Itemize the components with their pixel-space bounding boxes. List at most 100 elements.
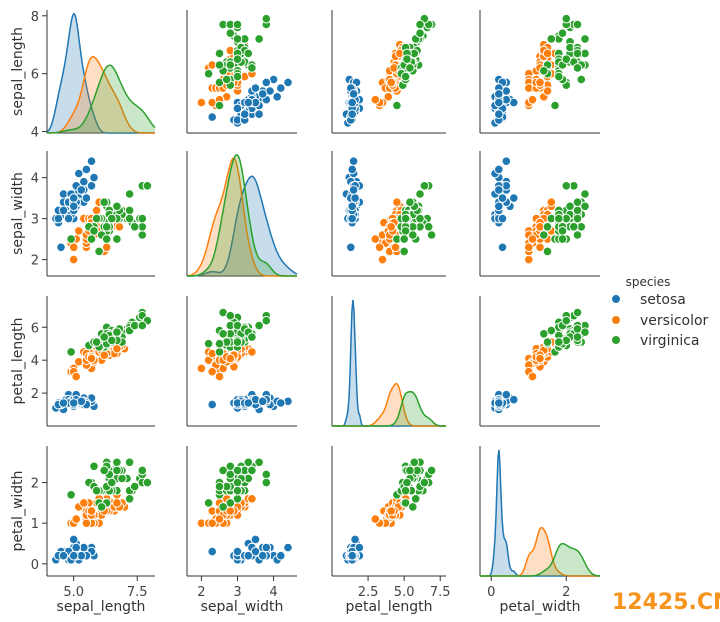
point-virginica <box>107 477 117 488</box>
point-virginica <box>561 315 572 326</box>
point-virginica <box>94 246 104 257</box>
point-virginica <box>214 60 225 70</box>
point-setosa <box>283 542 293 553</box>
point-virginica <box>89 461 99 472</box>
point-virginica <box>225 469 236 480</box>
point-versicolor <box>370 514 381 524</box>
xtick-label: 5.0 <box>63 585 84 600</box>
point-setosa <box>207 112 217 122</box>
point-setosa <box>347 109 358 119</box>
ytick-label: 8 <box>31 10 39 25</box>
point-setosa <box>74 168 84 179</box>
kde-fill-setosa <box>187 176 297 276</box>
point-virginica <box>124 189 135 199</box>
point-versicolor <box>527 371 538 382</box>
subplot-petal_length-vs-sepal_width <box>186 296 297 427</box>
kde-fill-virginica <box>480 543 600 576</box>
point-setosa <box>494 185 504 195</box>
xtick-label: 5.0 <box>394 585 415 600</box>
point-virginica <box>218 502 228 512</box>
kde-line-versicolor <box>47 55 155 134</box>
point-setosa <box>347 97 358 108</box>
point-virginica <box>254 34 264 44</box>
ytick-label: 2 <box>31 477 39 492</box>
point-virginica <box>572 230 583 240</box>
point-virginica <box>580 34 590 44</box>
point-setosa <box>243 97 254 108</box>
point-virginica <box>247 332 257 342</box>
point-virginica <box>247 465 257 476</box>
point-versicolor <box>225 353 236 364</box>
point-virginica <box>426 465 437 476</box>
point-virginica <box>539 230 549 240</box>
point-virginica <box>101 222 112 232</box>
point-setosa <box>68 550 79 561</box>
point-setosa <box>347 164 358 175</box>
point-versicolor <box>71 514 81 524</box>
point-virginica <box>400 485 411 496</box>
point-virginica <box>408 502 418 512</box>
point-virginica <box>137 230 148 240</box>
point-setosa <box>68 398 79 408</box>
kde-fill-setosa <box>332 299 446 426</box>
point-virginica <box>405 465 415 476</box>
point-virginica <box>408 230 418 240</box>
point-virginica <box>409 457 420 468</box>
point-virginica <box>576 74 587 85</box>
point-virginica <box>415 19 425 30</box>
xtick-label: 2.5 <box>358 585 379 600</box>
point-virginica <box>423 222 434 232</box>
subplot-sepal_length-vs-petal_length <box>331 10 446 134</box>
kde-line-virginica <box>332 391 446 427</box>
point-virginica <box>561 13 572 24</box>
point-setosa <box>58 398 69 408</box>
point-virginica <box>554 337 564 347</box>
point-setosa <box>494 89 504 99</box>
subplot-sepal_width-vs-sepal_width <box>186 151 298 277</box>
point-virginica <box>399 234 410 244</box>
point-setosa <box>494 398 504 408</box>
point-virginica <box>410 494 421 504</box>
point-virginica <box>261 13 272 24</box>
point-virginica <box>400 498 411 508</box>
point-setosa <box>56 242 66 253</box>
point-virginica <box>214 338 225 349</box>
point-setosa <box>76 185 87 195</box>
point-virginica <box>550 100 560 111</box>
kde-line-setosa <box>46 12 155 134</box>
point-versicolor <box>214 514 225 524</box>
ytick-label: 1 <box>31 517 39 532</box>
point-virginica <box>124 457 135 468</box>
point-virginica <box>232 485 243 496</box>
ytick-label: 2 <box>31 254 39 269</box>
point-virginica <box>99 197 109 207</box>
point-setosa <box>347 213 358 224</box>
point-setosa <box>354 542 365 553</box>
point-setosa <box>89 172 99 183</box>
point-virginica <box>580 189 590 199</box>
point-setosa <box>207 399 217 410</box>
point-virginica <box>214 481 225 492</box>
point-virginica <box>426 230 437 240</box>
point-versicolor <box>68 254 79 265</box>
point-versicolor <box>377 254 388 265</box>
point-versicolor <box>370 234 381 244</box>
point-virginica <box>66 347 76 357</box>
subplot-sepal_width-vs-sepal_length: 2 3 4 sepal_width <box>10 151 155 277</box>
point-virginica <box>400 71 411 82</box>
point-versicolor <box>527 94 538 105</box>
point-virginica <box>112 327 122 338</box>
kde-line-virginica <box>187 153 297 277</box>
point-virginica <box>232 477 243 488</box>
point-setosa <box>272 92 283 102</box>
ytick-label: 4 <box>31 354 39 369</box>
point-virginica <box>572 332 583 342</box>
point-setosa <box>86 181 97 191</box>
point-setosa <box>497 193 508 203</box>
point-virginica <box>218 465 228 476</box>
point-virginica <box>569 222 579 232</box>
legend-label-versicolor: versicolor <box>640 313 709 329</box>
